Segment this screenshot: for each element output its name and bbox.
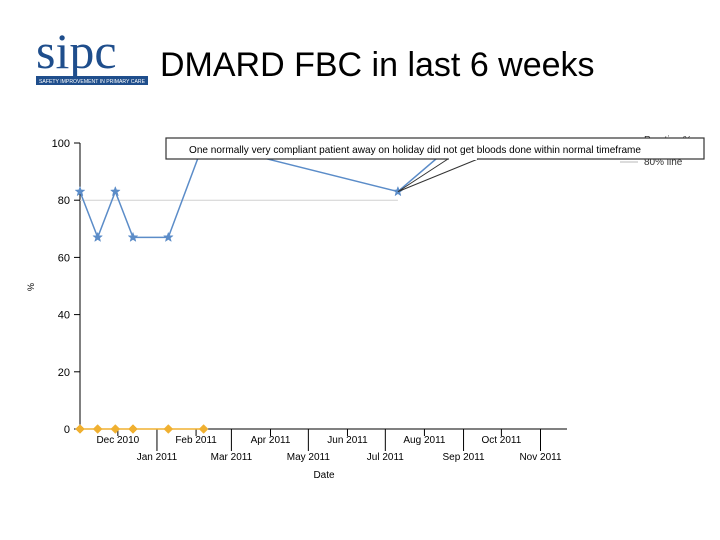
chart-plot-area bbox=[74, 137, 461, 434]
data-point-diamond bbox=[128, 424, 138, 434]
data-point-diamond bbox=[163, 424, 174, 434]
series-line-0 bbox=[79, 142, 456, 240]
y-axis-label: % bbox=[26, 283, 36, 291]
x-tick-label: Sep 2011 bbox=[443, 452, 486, 463]
x-tick-label: Jul 2011 bbox=[367, 452, 405, 463]
x-tick-label: Feb 2011 bbox=[175, 435, 217, 446]
y-tick-label: 0 bbox=[64, 424, 70, 436]
x-tick-label: Aug 2011 bbox=[403, 435, 446, 446]
sipc-logo: sipc SAFETY IMPROVEMENT IN PRIMARY CARE bbox=[36, 23, 148, 85]
y-tick-label: 100 bbox=[52, 138, 70, 150]
slide-title: DMARD FBC in last 6 weeks bbox=[160, 46, 595, 84]
x-tick-label: Apr 2011 bbox=[251, 435, 291, 446]
x-tick-label: Dec 2010 bbox=[96, 435, 139, 446]
logo-tagline: SAFETY IMPROVEMENT IN PRIMARY CARE bbox=[39, 79, 146, 85]
annotation-box bbox=[165, 137, 705, 160]
logo-tagline-bar bbox=[36, 76, 148, 85]
x-axis-label: Date bbox=[313, 470, 335, 481]
x-tick-label: Mar 2011 bbox=[211, 452, 253, 463]
data-point-diamond bbox=[198, 424, 209, 434]
data-point-diamond bbox=[110, 424, 121, 434]
y-tick-label: 20 bbox=[58, 367, 70, 379]
data-point-diamond bbox=[92, 424, 103, 434]
y-tick-label: 40 bbox=[58, 310, 70, 322]
annotation-text: One normally very compliant patient away… bbox=[189, 144, 641, 156]
y-tick-label: 80 bbox=[58, 195, 70, 207]
annotation-pointer bbox=[397, 158, 479, 193]
y-tick-label: 60 bbox=[58, 252, 70, 264]
legend-label: 80% line bbox=[644, 157, 683, 168]
x-tick-label: Oct 2011 bbox=[481, 435, 521, 446]
data-point-star bbox=[92, 231, 104, 242]
data-point-diamond bbox=[75, 424, 85, 434]
data-point-star bbox=[162, 231, 174, 242]
x-tick-label: Jun 2011 bbox=[327, 435, 368, 446]
x-tick-label: Jan 2011 bbox=[137, 452, 178, 463]
x-tick-label: May 2011 bbox=[287, 452, 331, 463]
chart-annotation: One normally very compliant patient away… bbox=[165, 137, 705, 193]
data-point-star bbox=[74, 185, 86, 197]
x-tick-label: Nov 2011 bbox=[519, 452, 562, 463]
data-point-star bbox=[109, 185, 121, 197]
chart-axes: 0 20 40 60 80 100% Dec 2010 Feb 2011 Apr 2011 Jun… bbox=[26, 138, 567, 481]
sipc-wordmark: sipc bbox=[36, 23, 117, 79]
data-point-star bbox=[127, 231, 139, 242]
